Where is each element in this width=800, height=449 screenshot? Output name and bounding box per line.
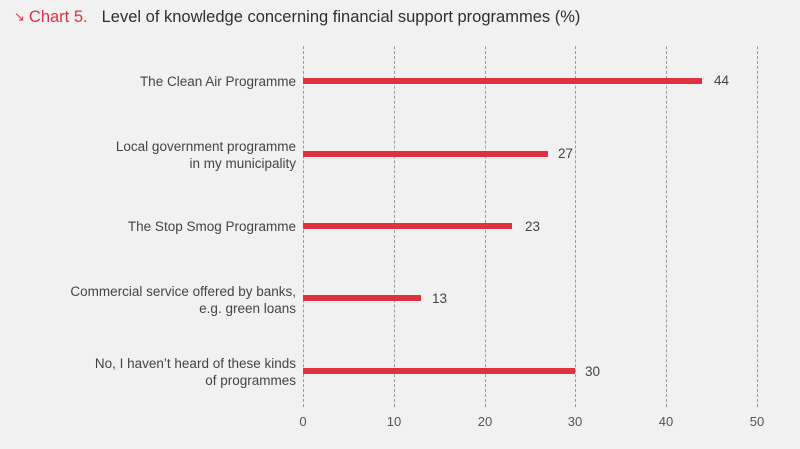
x-tick-label: 0 bbox=[299, 414, 307, 429]
chart-title: Level of knowledge concerning financial … bbox=[101, 8, 581, 26]
value-label: 13 bbox=[432, 291, 448, 306]
x-tick-label: 30 bbox=[567, 414, 583, 429]
x-tick-label: 40 bbox=[658, 414, 674, 429]
category-label: No, I haven’t heard of these kinds of pr… bbox=[94, 356, 296, 388]
arrow-down-right-icon: ↘ bbox=[14, 9, 25, 24]
x-tick-label: 20 bbox=[477, 414, 493, 429]
value-label: 30 bbox=[585, 364, 601, 379]
gridline-50 bbox=[757, 46, 758, 407]
category-label: Local government programme in my municip… bbox=[115, 139, 296, 171]
bar-stop-smog bbox=[303, 223, 512, 229]
value-label: 44 bbox=[714, 73, 730, 88]
bar-commercial-banks bbox=[303, 295, 421, 301]
gridline-40 bbox=[666, 46, 667, 407]
gridline-30 bbox=[575, 46, 576, 407]
chart-number: Chart 5. bbox=[28, 8, 88, 26]
bar-not-heard bbox=[303, 368, 575, 374]
value-label: 27 bbox=[558, 146, 574, 161]
category-label: The Clean Air Programme bbox=[139, 74, 296, 89]
category-label: Commercial service offered by banks, e.g… bbox=[70, 284, 296, 316]
category-label: The Stop Smog Programme bbox=[127, 219, 296, 234]
x-tick-label: 10 bbox=[386, 414, 402, 429]
bar-clean-air bbox=[303, 78, 702, 84]
x-tick-label: 50 bbox=[749, 414, 765, 429]
chart-title-row: ↘ Chart 5. Level of knowledge concerning f… bbox=[14, 6, 580, 29]
bar-local-government bbox=[303, 151, 548, 157]
value-label: 23 bbox=[525, 219, 541, 234]
